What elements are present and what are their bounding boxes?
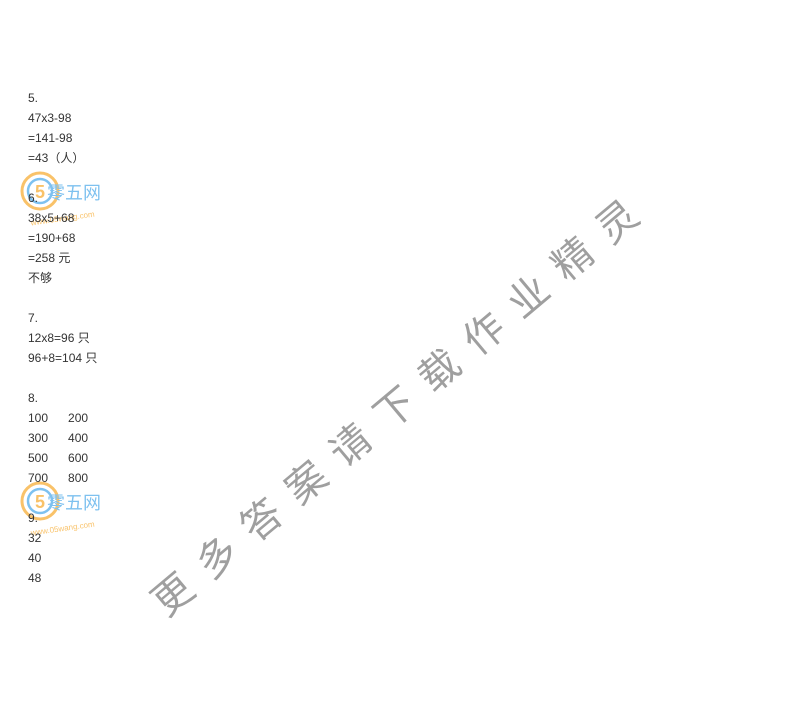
problem-block: 7.12x8=96 只96+8=104 只 — [28, 308, 97, 368]
answer-pair: 100 200 — [28, 408, 97, 428]
problem-block: 8.100 200300 400500 600700 800 — [28, 388, 97, 488]
answer-line: 不够 — [28, 268, 97, 288]
answer-line: 48 — [28, 568, 97, 588]
problem-number: 6. — [28, 188, 97, 208]
problem-number: 7. — [28, 308, 97, 328]
answer-line: =190+68 — [28, 228, 97, 248]
problem-block: 6.38x5+68=190+68=258 元不够 — [28, 188, 97, 288]
answer-line: 12x8=96 只 — [28, 328, 97, 348]
problem-block: 9.324048 — [28, 508, 97, 588]
answer-line: 47x3-98 — [28, 108, 97, 128]
answer-pair: 500 600 — [28, 448, 97, 468]
problem-number: 8. — [28, 388, 97, 408]
answer-line: 40 — [28, 548, 97, 568]
problem-number: 9. — [28, 508, 97, 528]
answer-line: =141-98 — [28, 128, 97, 148]
answer-pair: 700 800 — [28, 468, 97, 488]
answer-pair: 300 400 — [28, 428, 97, 448]
answer-line: =43（人） — [28, 148, 97, 168]
answer-line: =258 元 — [28, 248, 97, 268]
diagonal-watermark: 更多答案请下载作业精灵 — [137, 173, 663, 628]
answer-line: 32 — [28, 528, 97, 548]
problem-number: 5. — [28, 88, 97, 108]
answer-line: 38x5+68 — [28, 208, 97, 228]
answer-line: 96+8=104 只 — [28, 348, 97, 368]
answer-content: 5.47x3-98=141-98=43（人） 6.38x5+68=190+68=2… — [28, 88, 97, 608]
problem-block: 5.47x3-98=141-98=43（人） — [28, 88, 97, 168]
